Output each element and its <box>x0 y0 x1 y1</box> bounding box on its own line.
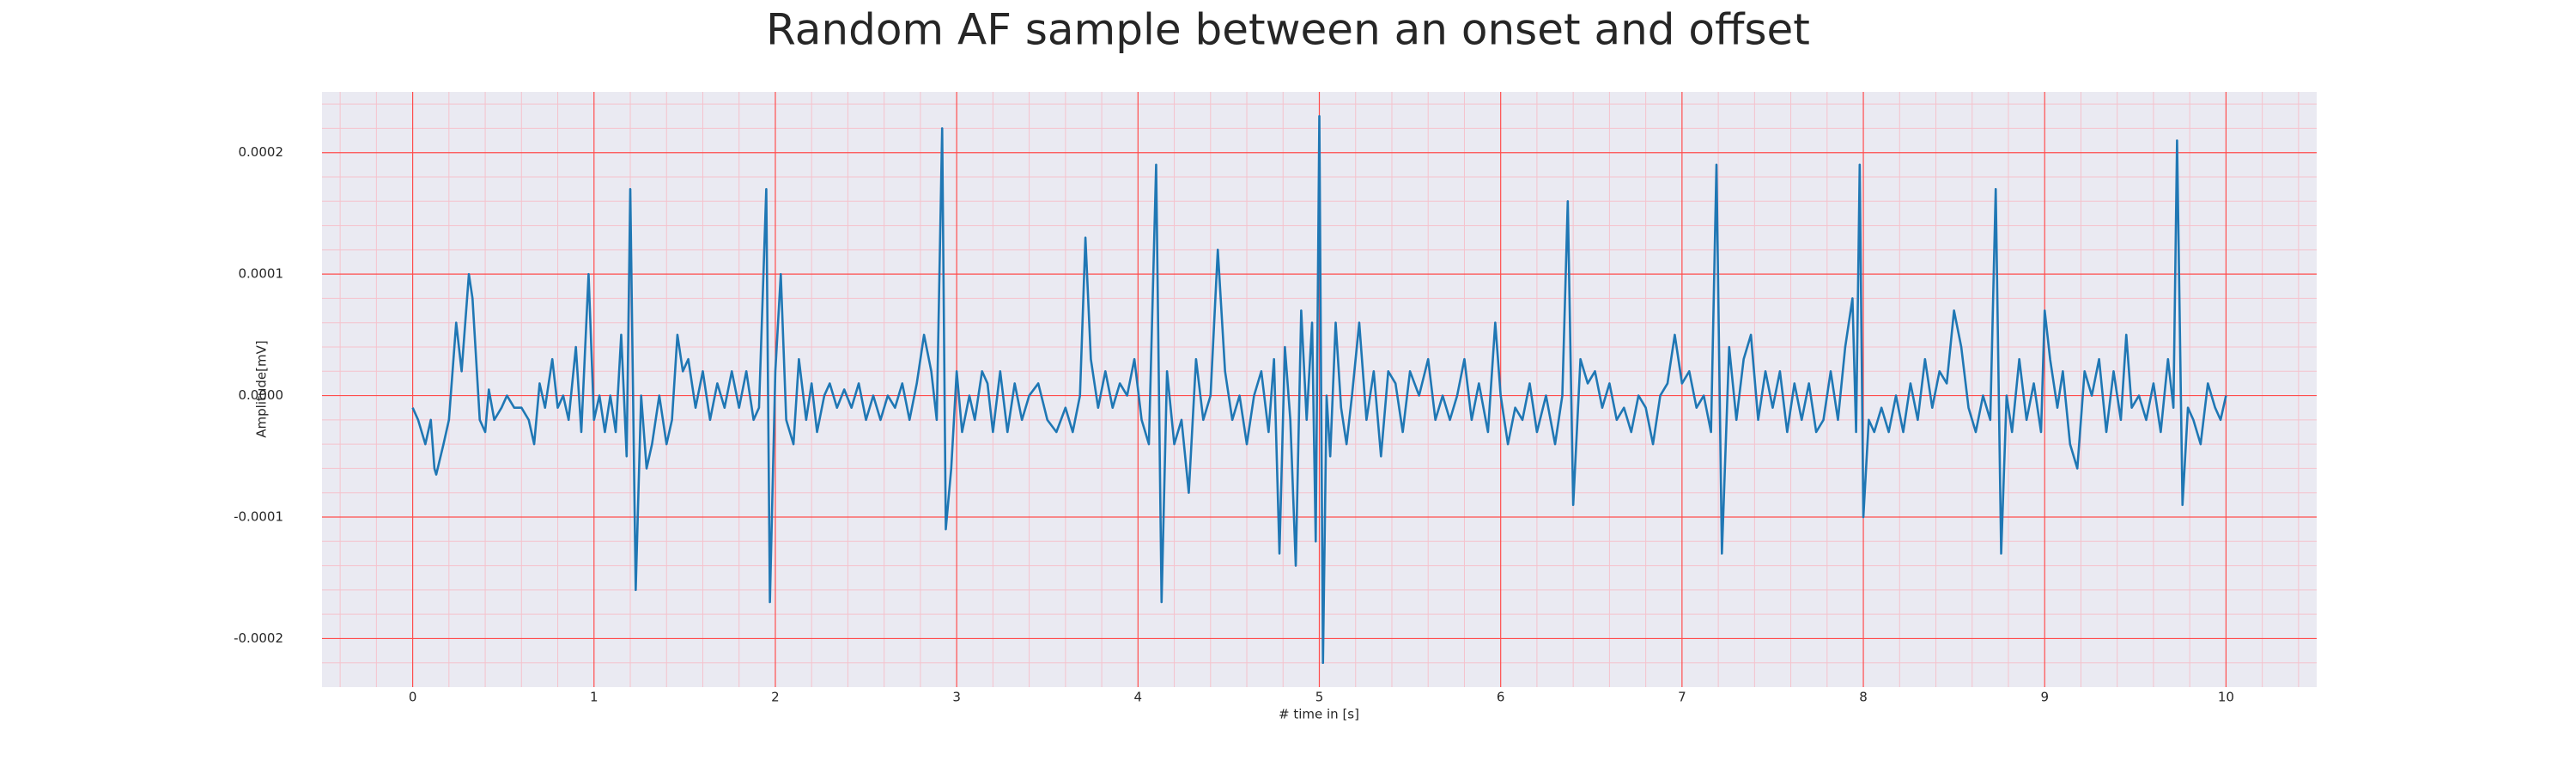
x-tick-label: 6 <box>1497 690 1505 705</box>
x-tick-label: 10 <box>2218 690 2234 705</box>
x-tick-label: 7 <box>1678 690 1686 705</box>
y-tick-label: -0.0001 <box>234 509 283 525</box>
chart-title: Random AF sample between an onset and of… <box>766 5 1810 55</box>
x-tick-label: 5 <box>1315 690 1324 705</box>
y-axis-label: Amplitude[mV] <box>254 340 270 437</box>
x-tick-label: 2 <box>771 690 780 705</box>
x-tick-label: 4 <box>1134 690 1143 705</box>
x-tick-label: 9 <box>2040 690 2049 705</box>
y-tick-label: -0.0002 <box>234 630 283 646</box>
signal-line <box>411 114 2227 665</box>
x-tick-label: 0 <box>409 690 417 705</box>
y-tick-label: 0.0000 <box>239 387 284 403</box>
x-tick-label: 1 <box>590 690 598 705</box>
x-tick-label: 3 <box>952 690 961 705</box>
y-tick-label: 0.0002 <box>239 144 284 160</box>
x-axis-label: # time in [s] <box>1279 707 1359 722</box>
y-tick-label: 0.0001 <box>239 266 284 282</box>
x-tick-label: 8 <box>1859 690 1868 705</box>
